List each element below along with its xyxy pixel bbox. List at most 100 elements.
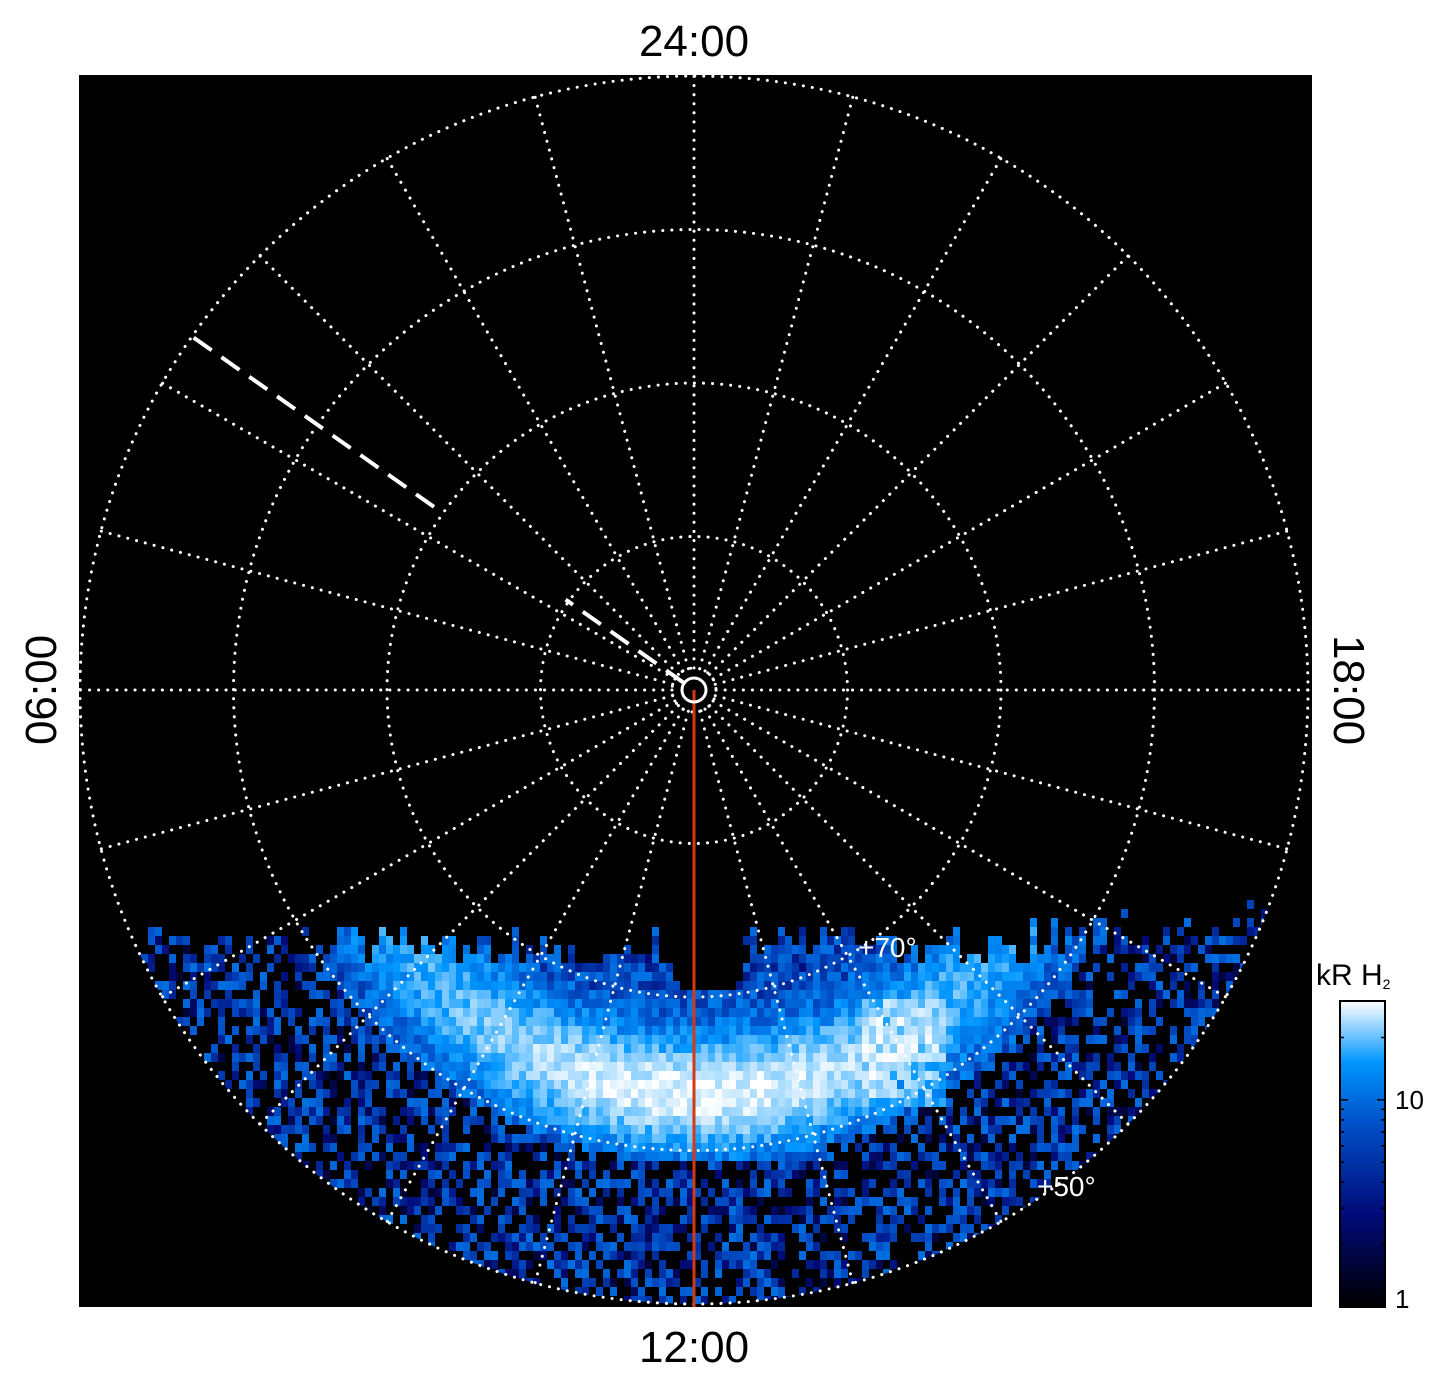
aurora-pixel — [498, 1125, 505, 1134]
aurora-pixel — [918, 1197, 925, 1206]
aurora-pixel — [1044, 1170, 1051, 1179]
aurora-pixel — [876, 1224, 883, 1233]
aurora-pixel — [400, 1215, 407, 1224]
aurora-pixel — [463, 1197, 470, 1206]
aurora-pixel — [155, 954, 162, 963]
aurora-pixel — [1072, 1107, 1079, 1116]
aurora-pixel — [757, 1260, 764, 1269]
aurora-pixel — [1093, 1107, 1100, 1116]
aurora-pixel — [449, 1242, 456, 1251]
aurora-pixel — [778, 1134, 785, 1143]
aurora-pixel — [253, 1089, 260, 1098]
aurora-pixel — [561, 1053, 568, 1062]
aurora-pixel — [526, 1053, 533, 1062]
aurora-pixel — [274, 1035, 281, 1044]
aurora-pixel — [904, 1197, 911, 1206]
aurora-pixel — [813, 1269, 820, 1278]
aurora-pixel — [694, 1089, 701, 1098]
aurora-pixel — [673, 1035, 680, 1044]
aurora-pixel — [645, 1053, 652, 1062]
aurora-pixel — [645, 1179, 652, 1188]
aurora-pixel — [890, 1008, 897, 1017]
aurora-pixel — [645, 1080, 652, 1089]
aurora-pixel — [820, 963, 827, 972]
aurora-pixel — [827, 945, 834, 954]
aurora-pixel — [1016, 1197, 1023, 1206]
aurora-pixel — [904, 1251, 911, 1260]
aurora-pixel — [967, 1080, 974, 1089]
aurora-pixel — [1198, 936, 1205, 945]
aurora-pixel — [372, 990, 379, 999]
aurora-pixel — [477, 945, 484, 954]
aurora-pixel — [701, 1287, 708, 1296]
aurora-pixel — [743, 1170, 750, 1179]
aurora-pixel — [792, 1170, 799, 1179]
aurora-pixel — [799, 963, 806, 972]
aurora-pixel — [183, 963, 190, 972]
aurora-pixel — [589, 1233, 596, 1242]
aurora-pixel — [659, 1017, 666, 1026]
aurora-pixel — [869, 1242, 876, 1251]
aurora-pixel — [1128, 1080, 1135, 1089]
aurora-pixel — [1135, 963, 1142, 972]
aurora-pixel — [400, 1224, 407, 1233]
aurora-pixel — [344, 1152, 351, 1161]
aurora-pixel — [624, 1188, 631, 1197]
aurora-pixel — [470, 1062, 477, 1071]
aurora-pixel — [946, 1125, 953, 1134]
aurora-pixel — [1072, 1008, 1079, 1017]
aurora-pixel — [750, 954, 757, 963]
aurora-pixel — [946, 1062, 953, 1071]
aurora-pixel — [687, 1143, 694, 1152]
aurora-pixel — [659, 1179, 666, 1188]
aurora-pixel — [1198, 1008, 1205, 1017]
aurora-pixel — [1170, 1062, 1177, 1071]
aurora-pixel — [848, 972, 855, 981]
aurora-pixel — [463, 1206, 470, 1215]
aurora-pixel — [1184, 999, 1191, 1008]
aurora-pixel — [953, 1017, 960, 1026]
aurora-pixel — [715, 1026, 722, 1035]
aurora-pixel — [715, 1116, 722, 1125]
aurora-pixel — [309, 1161, 316, 1170]
aurora-pixel — [834, 990, 841, 999]
aurora-pixel — [603, 1053, 610, 1062]
aurora-pixel — [358, 1152, 365, 1161]
aurora-pixel — [624, 1026, 631, 1035]
aurora-pixel — [470, 954, 477, 963]
aurora-pixel — [736, 1017, 743, 1026]
aurora-pixel — [526, 1143, 533, 1152]
aurora-pixel — [246, 1044, 253, 1053]
aurora-pixel — [673, 1215, 680, 1224]
aurora-pixel — [1247, 918, 1254, 927]
aurora-pixel — [925, 999, 932, 1008]
aurora-pixel — [386, 1053, 393, 1062]
aurora-pixel — [680, 1062, 687, 1071]
aurora-pixel — [1149, 972, 1156, 981]
aurora-pixel — [379, 1206, 386, 1215]
aurora-pixel — [834, 1152, 841, 1161]
aurora-pixel — [666, 1161, 673, 1170]
aurora-pixel — [736, 1062, 743, 1071]
aurora-pixel — [337, 1098, 344, 1107]
aurora-pixel — [260, 1044, 267, 1053]
aurora-pixel — [589, 1125, 596, 1134]
aurora-pixel — [498, 1188, 505, 1197]
aurora-pixel — [1205, 927, 1212, 936]
aurora-pixel — [638, 981, 645, 990]
aurora-pixel — [680, 1053, 687, 1062]
aurora-pixel — [295, 972, 302, 981]
aurora-pixel — [785, 1179, 792, 1188]
aurora-pixel — [960, 1062, 967, 1071]
aurora-pixel — [589, 1179, 596, 1188]
aurora-pixel — [1016, 1179, 1023, 1188]
aurora-pixel — [365, 1197, 372, 1206]
aurora-pixel — [778, 1251, 785, 1260]
aurora-pixel — [435, 999, 442, 1008]
aurora-pixel — [449, 972, 456, 981]
aurora-pixel — [533, 1260, 540, 1269]
aurora-pixel — [862, 1260, 869, 1269]
aurora-pixel — [484, 990, 491, 999]
aurora-pixel — [386, 1170, 393, 1179]
aurora-pixel — [344, 1116, 351, 1125]
